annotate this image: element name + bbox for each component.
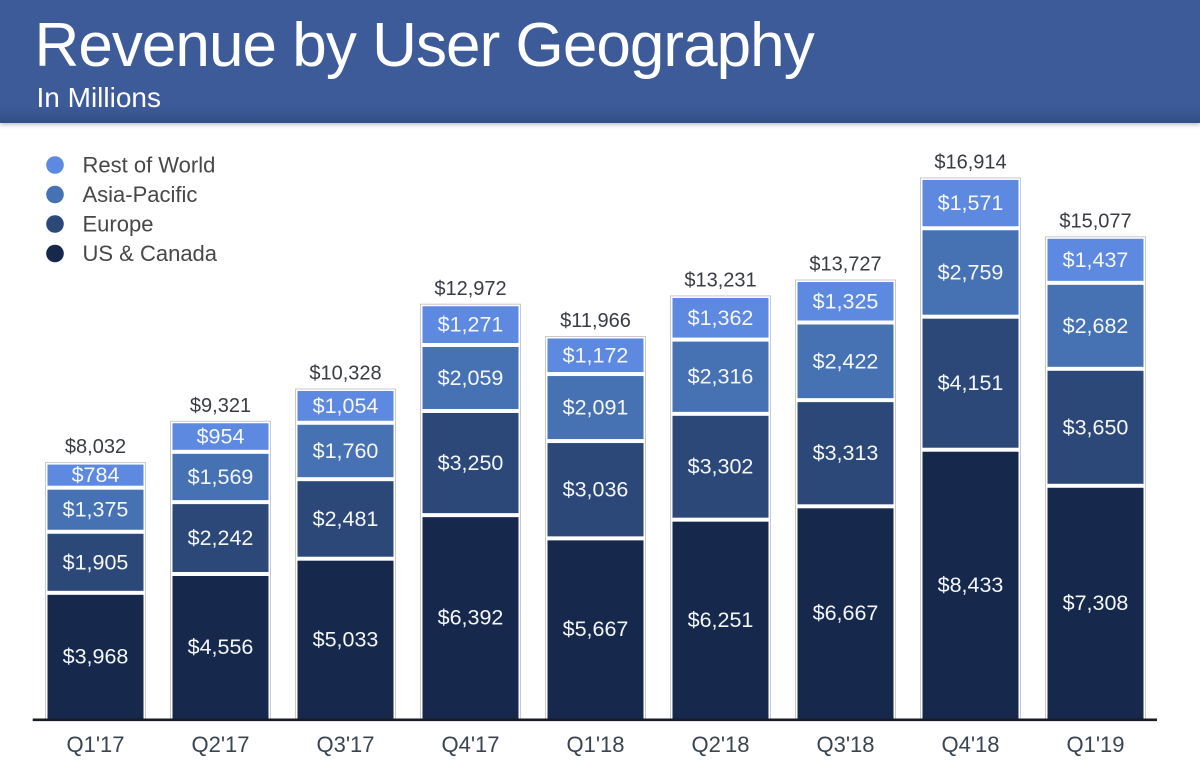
svg-text:$1,362: $1,362 xyxy=(688,306,754,330)
svg-text:$1,325: $1,325 xyxy=(813,289,879,313)
svg-text:Rest of World: Rest of World xyxy=(83,153,216,178)
svg-text:$4,151: $4,151 xyxy=(938,371,1004,395)
svg-text:$13,231: $13,231 xyxy=(684,269,756,291)
svg-text:$3,302: $3,302 xyxy=(688,455,754,479)
svg-text:$12,972: $12,972 xyxy=(434,278,506,300)
svg-text:$13,727: $13,727 xyxy=(809,254,881,276)
svg-text:$2,422: $2,422 xyxy=(813,349,879,373)
svg-text:$3,650: $3,650 xyxy=(1063,415,1129,439)
svg-text:Q3'18: Q3'18 xyxy=(816,732,874,757)
svg-text:$2,242: $2,242 xyxy=(188,526,254,550)
svg-text:US & Canada: US & Canada xyxy=(83,241,218,266)
svg-text:$2,091: $2,091 xyxy=(563,396,629,420)
svg-text:$15,077: $15,077 xyxy=(1059,210,1131,232)
svg-text:$3,036: $3,036 xyxy=(563,478,629,502)
svg-text:$1,571: $1,571 xyxy=(938,191,1004,215)
svg-text:$3,968: $3,968 xyxy=(63,644,129,668)
svg-text:$7,308: $7,308 xyxy=(1063,591,1129,615)
svg-text:Q1'19: Q1'19 xyxy=(1066,732,1124,757)
svg-text:$4,556: $4,556 xyxy=(188,635,254,659)
svg-text:Q4'17: Q4'17 xyxy=(441,732,499,757)
svg-text:$6,251: $6,251 xyxy=(688,608,754,632)
svg-text:Q2'18: Q2'18 xyxy=(691,732,749,757)
svg-text:$2,316: $2,316 xyxy=(688,365,754,389)
svg-text:Europe: Europe xyxy=(83,212,154,237)
svg-text:$8,433: $8,433 xyxy=(938,573,1004,597)
svg-text:$1,271: $1,271 xyxy=(438,313,504,337)
svg-text:$2,682: $2,682 xyxy=(1063,314,1129,338)
svg-text:$10,328: $10,328 xyxy=(309,362,381,384)
svg-text:$1,437: $1,437 xyxy=(1063,248,1129,272)
svg-text:$1,375: $1,375 xyxy=(63,498,129,522)
svg-text:$2,059: $2,059 xyxy=(438,366,504,390)
svg-text:$8,032: $8,032 xyxy=(65,436,126,458)
svg-text:$954: $954 xyxy=(197,425,245,449)
svg-text:$1,172: $1,172 xyxy=(563,343,629,367)
svg-text:$1,569: $1,569 xyxy=(188,465,254,489)
svg-text:$1,054: $1,054 xyxy=(313,394,379,418)
svg-text:Q1'17: Q1'17 xyxy=(66,732,124,757)
svg-text:Q4'18: Q4'18 xyxy=(941,732,999,757)
svg-text:$5,033: $5,033 xyxy=(313,627,379,651)
svg-text:$1,760: $1,760 xyxy=(313,439,379,463)
svg-text:Asia-Pacific: Asia-Pacific xyxy=(83,182,198,207)
svg-text:$6,667: $6,667 xyxy=(813,601,879,625)
svg-text:$3,313: $3,313 xyxy=(813,441,879,465)
svg-text:$5,667: $5,667 xyxy=(563,617,629,641)
svg-text:$11,966: $11,966 xyxy=(560,310,631,332)
svg-text:Q2'17: Q2'17 xyxy=(191,732,249,757)
svg-text:Q3'17: Q3'17 xyxy=(316,732,374,757)
svg-text:$6,392: $6,392 xyxy=(438,606,504,630)
svg-text:Q1'18: Q1'18 xyxy=(566,732,624,757)
svg-text:$2,759: $2,759 xyxy=(938,260,1004,284)
svg-text:$1,905: $1,905 xyxy=(63,550,129,574)
svg-text:$3,250: $3,250 xyxy=(438,451,504,475)
svg-text:$16,914: $16,914 xyxy=(934,151,1006,173)
svg-text:$784: $784 xyxy=(72,463,120,487)
svg-text:$9,321: $9,321 xyxy=(190,395,251,417)
svg-text:$2,481: $2,481 xyxy=(313,507,379,531)
